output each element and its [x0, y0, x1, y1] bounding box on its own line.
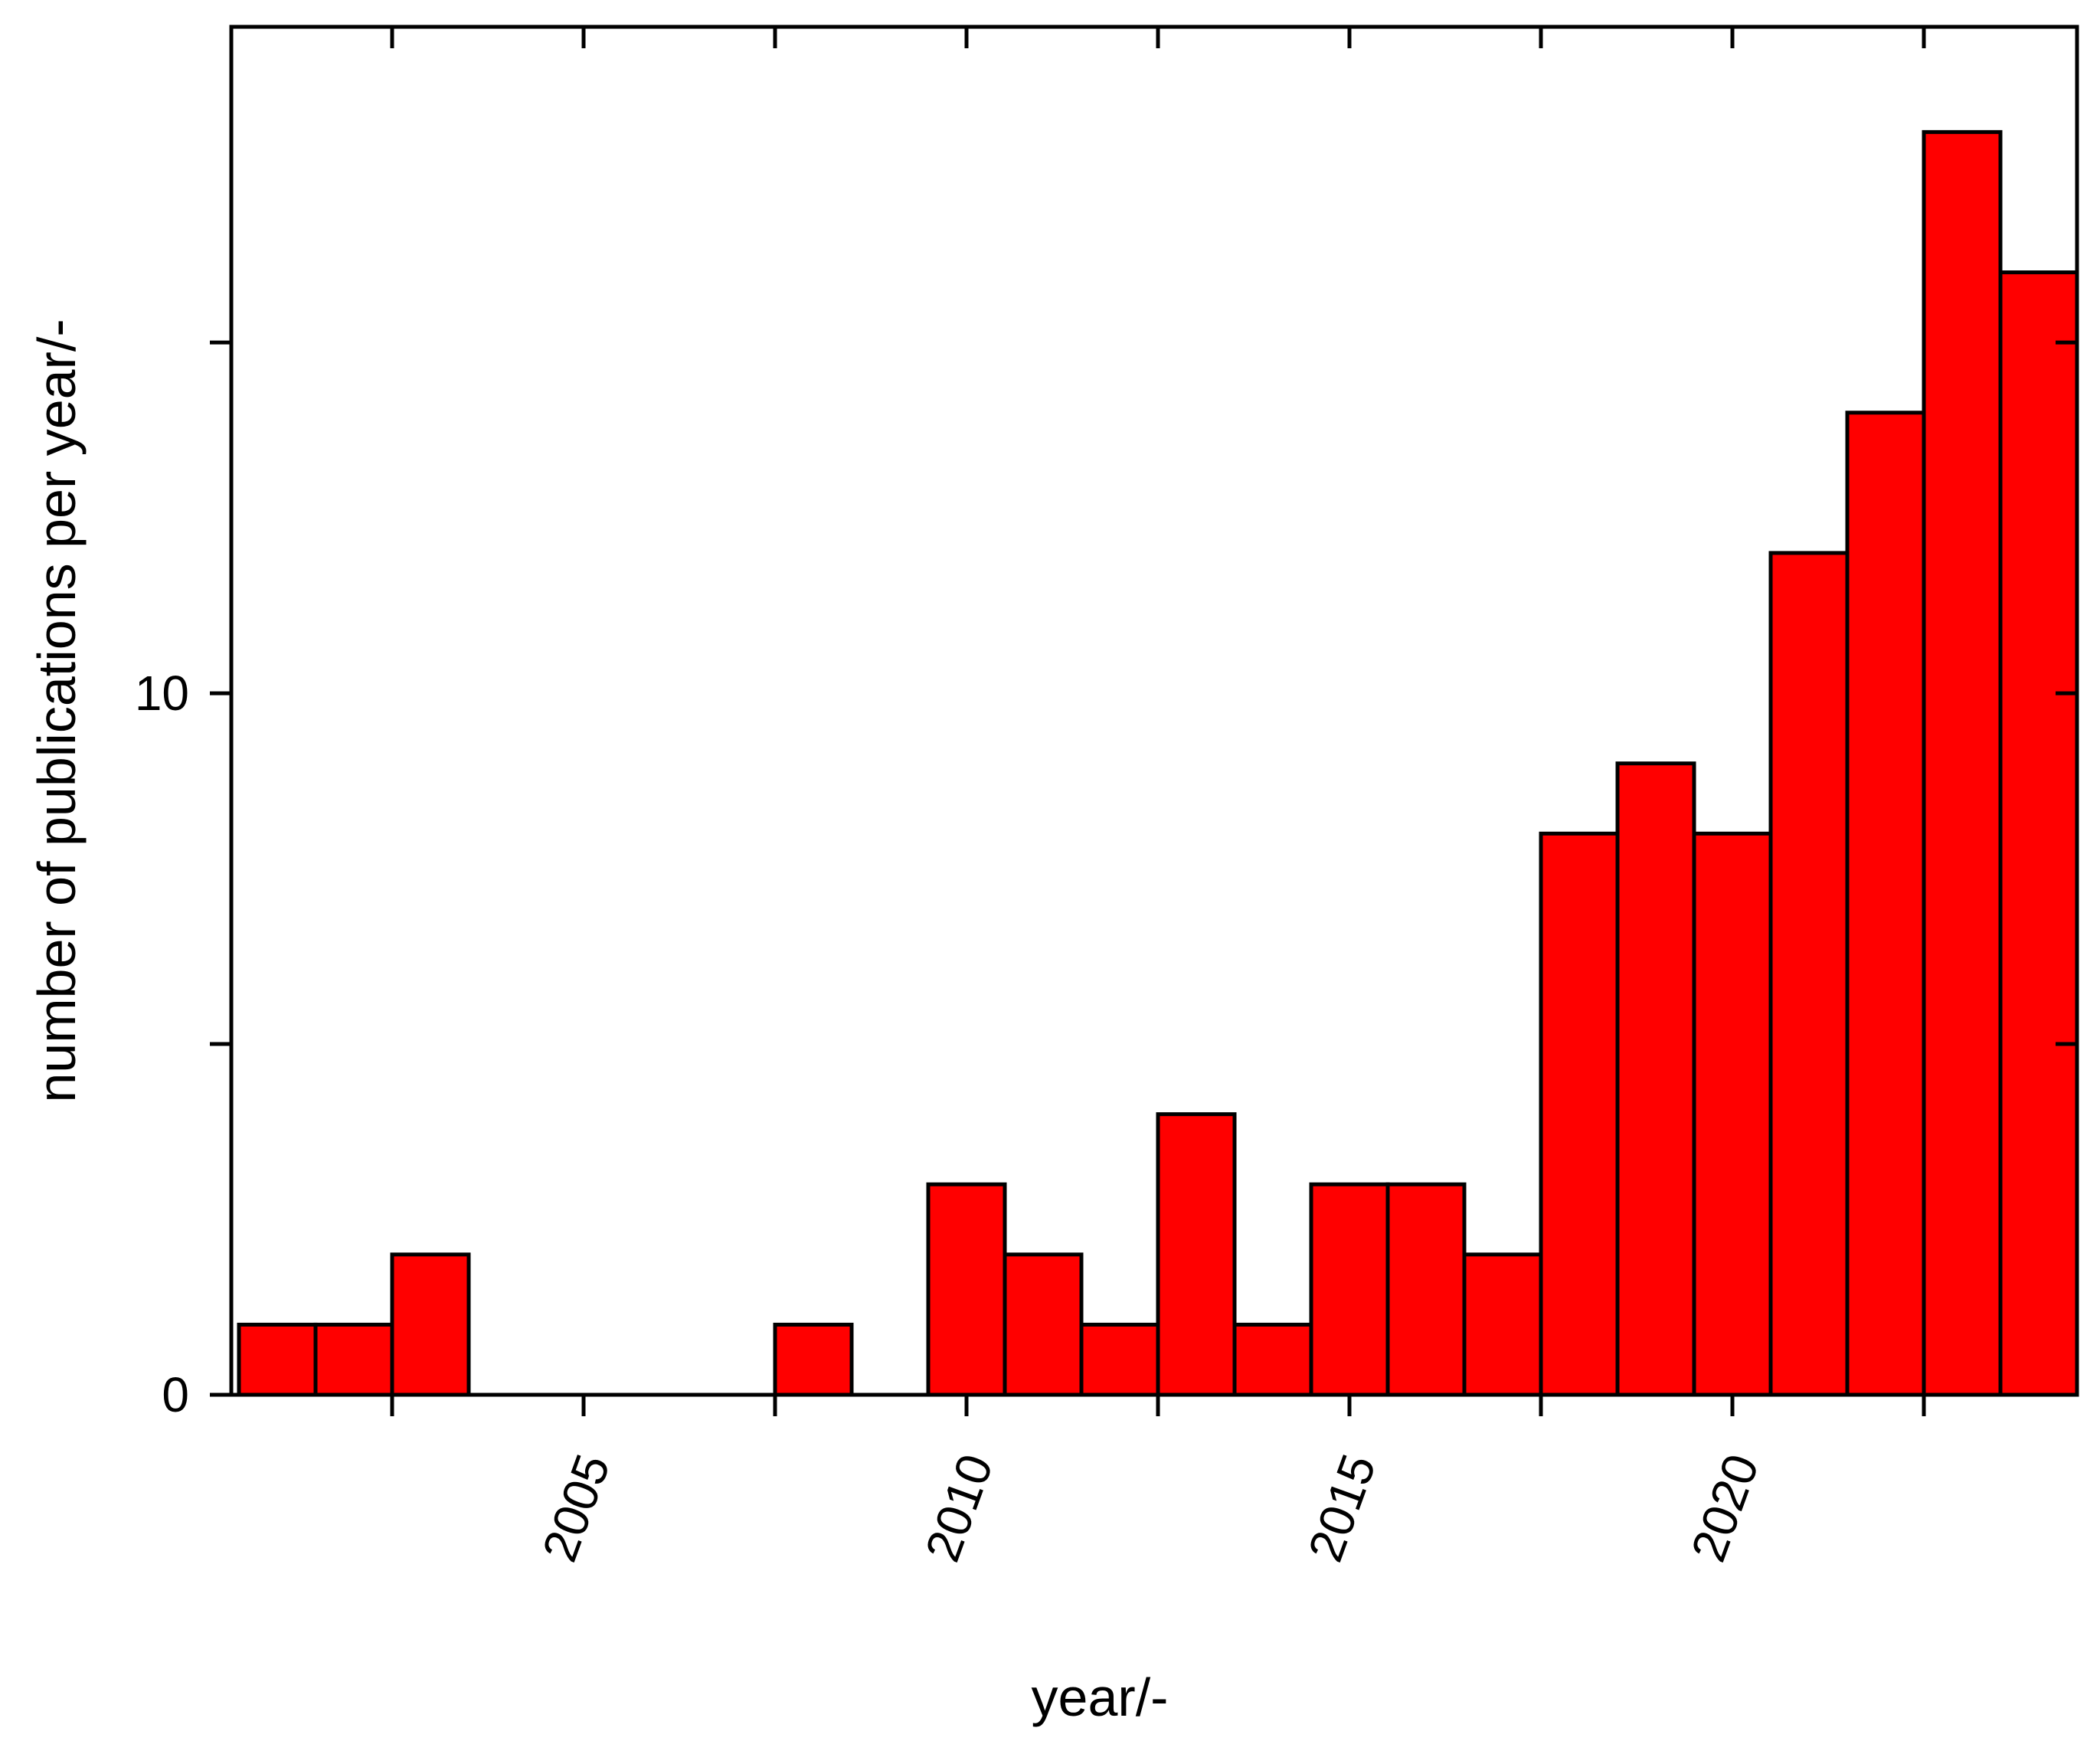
bar-2011: [1003, 1252, 1084, 1397]
tick-labels-layer: 2005 2010 2015 2020 0 10: [135, 666, 1769, 1569]
bar-2002: [313, 1322, 394, 1397]
bar-2022: [1845, 411, 1926, 1397]
bar-2008: [773, 1322, 854, 1397]
bar-2016: [1385, 1182, 1467, 1397]
plot-frame-layer: [229, 25, 2079, 1397]
bar-2015: [1309, 1182, 1390, 1397]
bar-2020: [1692, 831, 1773, 1397]
x-tick-label-2015: 2015: [1297, 1447, 1386, 1568]
bar-2013: [1156, 1112, 1237, 1397]
x-tick-label-2010: 2010: [914, 1447, 1003, 1568]
bar-2014: [1232, 1322, 1313, 1397]
x-tick-label-2020: 2020: [1680, 1447, 1769, 1568]
x-tick-label-2005: 2005: [532, 1447, 620, 1568]
y-tick-label-0: 0: [162, 1367, 189, 1422]
bar-2017: [1462, 1252, 1543, 1397]
bar-2018: [1539, 831, 1620, 1397]
x-axis-title: year/-: [1032, 1667, 1169, 1727]
bar-2024: [1998, 270, 2079, 1397]
bars-layer: [237, 129, 2079, 1397]
ticks-layer: [210, 27, 2077, 1416]
bar-2023: [1922, 129, 2003, 1397]
y-axis-title: number of publications per year/-: [27, 319, 87, 1102]
bar-2012: [1079, 1322, 1160, 1397]
plot-frame: [229, 25, 2079, 1397]
bar-2001: [237, 1322, 318, 1397]
bar-2003: [390, 1252, 471, 1397]
y-tick-label-10: 10: [135, 666, 189, 721]
bar-2010: [926, 1182, 1007, 1397]
bar-2021: [1768, 551, 1850, 1397]
bar-2019: [1615, 761, 1696, 1397]
